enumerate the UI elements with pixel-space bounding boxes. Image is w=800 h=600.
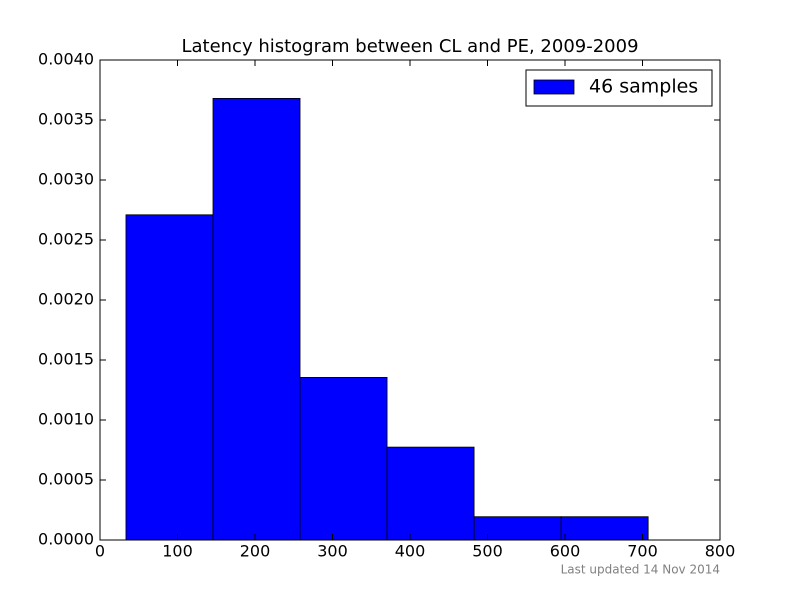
bar [125,214,214,541]
y-tick-label: 0.0040 [38,50,94,69]
y-tick-label: 0.0010 [38,410,94,429]
chart-title: Latency histogram between CL and PE, 200… [181,36,638,57]
y-tick-label: 0.0020 [38,290,94,309]
x-tick-label: 700 [627,542,658,561]
x-tick-label: 200 [240,542,271,561]
y-tick-label: 0.0030 [38,170,94,189]
x-tick-label: 100 [162,542,193,561]
footnote: Last updated 14 Nov 2014 [561,563,720,577]
bar [386,446,475,541]
x-tick-label: 300 [317,542,348,561]
bar [212,98,301,541]
legend-label: 46 samples [589,76,698,98]
bar [560,516,649,541]
x-tick-label: 800 [705,542,736,561]
x-tick-label: 500 [472,542,503,561]
y-tick-label: 0.0000 [38,530,94,549]
x-tick-label: 400 [395,542,426,561]
bar [299,376,388,541]
y-tick-label: 0.0035 [38,110,94,129]
y-tick-label: 0.0015 [38,350,94,369]
x-tick-label: 0 [95,542,105,561]
y-tick-label: 0.0025 [38,230,94,249]
x-tick-label: 600 [550,542,581,561]
legend-swatch [533,79,575,95]
y-tick-label: 0.0005 [38,470,94,489]
